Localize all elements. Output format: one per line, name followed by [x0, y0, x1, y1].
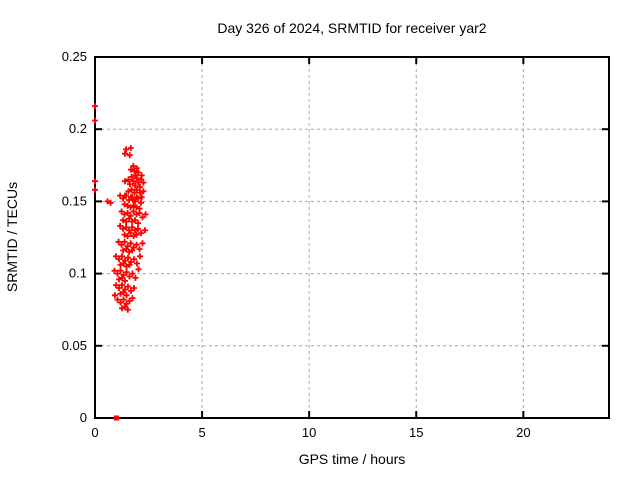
y-tick-labels: 0 0.05 0.1 0.15 0.2 0.25	[62, 49, 87, 425]
axis-ticks	[94, 56, 609, 419]
svg-text:10: 10	[302, 425, 316, 440]
svg-text:15: 15	[409, 425, 423, 440]
svg-text:0.15: 0.15	[62, 193, 87, 208]
svg-text:5: 5	[198, 425, 205, 440]
svg-text:0.2: 0.2	[69, 121, 87, 136]
grid-lines	[95, 57, 609, 418]
svg-text:0.05: 0.05	[62, 338, 87, 353]
x-tick-labels: 0 5 10 15 20	[91, 425, 530, 440]
chart-title: Day 326 of 2024, SRMTID for receiver yar…	[217, 20, 486, 36]
plot-border	[94, 56, 610, 419]
data-points	[92, 103, 149, 421]
svg-text:0.25: 0.25	[62, 49, 87, 64]
svg-text:20: 20	[516, 425, 530, 440]
svg-text:0: 0	[80, 410, 87, 425]
x-axis-label: GPS time / hours	[299, 451, 406, 467]
svg-text:0.1: 0.1	[69, 266, 87, 281]
y-axis-label: SRMTID / TECUs	[4, 182, 20, 292]
svg-text:0: 0	[91, 425, 98, 440]
